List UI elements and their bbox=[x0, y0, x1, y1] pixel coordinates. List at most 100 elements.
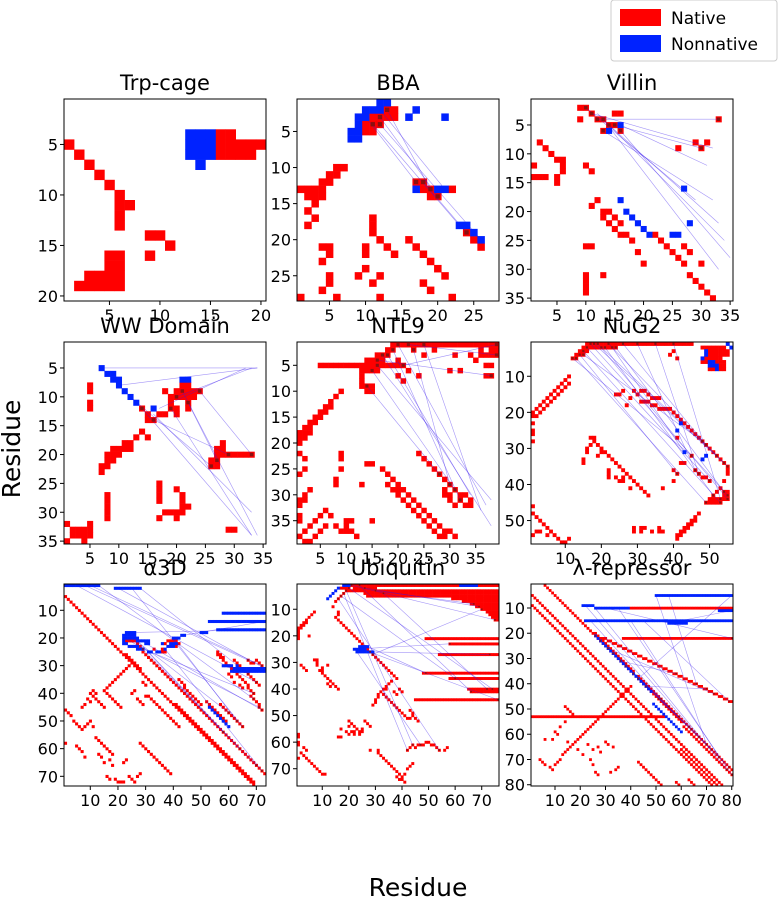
native-contact-cell bbox=[599, 342, 604, 346]
native-contact-cell bbox=[405, 492, 412, 498]
native-contact-cell bbox=[104, 503, 111, 510]
native-contact-cell bbox=[88, 719, 92, 723]
native-contact-cell bbox=[135, 697, 140, 701]
native-contact-cell bbox=[485, 677, 489, 680]
native-contact-cell bbox=[543, 606, 547, 610]
native-contact-cell bbox=[144, 417, 151, 424]
native-contact-cell bbox=[395, 492, 401, 498]
native-contact-cell bbox=[235, 744, 239, 748]
native-contact-cell bbox=[221, 705, 225, 709]
nonnative-contact-cell bbox=[363, 647, 367, 651]
nonnative-contact-cell bbox=[690, 594, 693, 597]
native-contact-cell bbox=[596, 717, 600, 721]
native-contact-cell bbox=[543, 584, 547, 587]
native-contact-cell bbox=[459, 597, 463, 601]
native-contact-cell bbox=[542, 174, 549, 181]
nonnative-contact-cell bbox=[692, 619, 696, 623]
native-contact-cell bbox=[647, 685, 650, 688]
nonnative-contact-cell bbox=[616, 619, 620, 623]
native-contact-cell bbox=[408, 589, 412, 593]
native-contact-cell bbox=[113, 678, 117, 682]
nonnative-contact-cell bbox=[135, 639, 140, 643]
native-contact-cell bbox=[634, 606, 638, 610]
nonnative-contact-cell bbox=[124, 642, 128, 646]
native-contact-cell bbox=[119, 780, 123, 784]
native-contact-cell bbox=[432, 584, 436, 587]
native-contact-cell bbox=[710, 753, 714, 756]
nonnative-contact-cell bbox=[363, 650, 367, 654]
transition-line bbox=[379, 116, 438, 197]
native-contact-cell bbox=[225, 526, 232, 533]
native-contact-cell bbox=[725, 489, 730, 494]
native-contact-cell bbox=[232, 716, 236, 720]
native-contact-cell bbox=[657, 720, 661, 724]
native-contact-cell bbox=[312, 518, 319, 524]
native-contact-cell bbox=[408, 584, 412, 587]
nonnative-contact-cell bbox=[621, 606, 625, 610]
nonnative-contact-cell bbox=[352, 647, 356, 651]
native-contact-cell bbox=[392, 703, 396, 707]
native-contact-cell bbox=[130, 691, 134, 695]
nonnative-contact-cell bbox=[216, 619, 220, 624]
native-contact-cell bbox=[577, 116, 584, 123]
nonnative-contact-cell bbox=[130, 633, 134, 637]
native-contact-cell bbox=[707, 345, 712, 350]
native-contact-cell bbox=[660, 529, 665, 534]
native-contact-cell bbox=[299, 623, 303, 627]
x-tick-label: 20 bbox=[388, 549, 408, 568]
nonnative-contact-cell bbox=[246, 669, 250, 673]
native-contact-cell bbox=[353, 533, 360, 540]
transition-line bbox=[602, 130, 713, 201]
native-contact-cell bbox=[174, 644, 178, 648]
native-contact-cell bbox=[297, 626, 300, 630]
native-contact-cell bbox=[252, 678, 256, 682]
native-contact-cell bbox=[626, 649, 630, 653]
nonnative-contact-cell bbox=[366, 650, 370, 654]
native-contact-cell bbox=[453, 589, 457, 593]
overlap-contact-cell bbox=[677, 715, 680, 718]
native-contact-cell bbox=[477, 687, 481, 691]
native-contact-cell bbox=[376, 589, 380, 593]
native-contact-cell bbox=[578, 735, 582, 739]
native-contact-cell bbox=[584, 730, 587, 734]
nonnative-contact-cell bbox=[254, 669, 258, 673]
native-contact-cell bbox=[604, 710, 608, 714]
native-contact-cell bbox=[360, 584, 364, 587]
native-contact-cell bbox=[678, 529, 683, 534]
y-tick-label: 80 bbox=[505, 776, 525, 795]
native-contact-cell bbox=[437, 591, 441, 595]
native-contact-cell bbox=[589, 652, 592, 655]
native-contact-cell bbox=[246, 683, 250, 687]
native-contact-cell bbox=[586, 727, 590, 731]
native-contact-cell bbox=[257, 683, 261, 687]
native-contact-cell bbox=[304, 221, 312, 230]
native-contact-cell bbox=[387, 589, 391, 593]
y-axis-label: Residue bbox=[0, 400, 26, 499]
native-contact-cell bbox=[617, 392, 622, 397]
native-contact-cell bbox=[496, 597, 500, 601]
overlap-contact-cell bbox=[249, 452, 254, 457]
native-contact-cell bbox=[66, 711, 70, 715]
native-contact-cell bbox=[452, 352, 458, 358]
nonnative-contact-cell bbox=[127, 586, 131, 590]
native-contact-cell bbox=[611, 214, 618, 221]
native-contact-cell bbox=[456, 642, 460, 646]
native-contact-cell bbox=[718, 457, 723, 462]
native-contact-cell bbox=[442, 533, 448, 540]
native-contact-cell bbox=[491, 597, 494, 601]
nonnative-contact-cell bbox=[730, 594, 734, 597]
overlap-contact-cell bbox=[222, 731, 224, 733]
native-contact-cell bbox=[318, 178, 327, 186]
native-contact-cell bbox=[702, 745, 706, 749]
native-contact-cell bbox=[621, 637, 625, 640]
transition-line bbox=[586, 347, 710, 482]
native-contact-cell bbox=[642, 657, 645, 661]
native-contact-cell bbox=[491, 599, 494, 603]
native-contact-cell bbox=[722, 479, 727, 483]
overlap-contact-cell bbox=[261, 769, 263, 772]
nonnative-contact-cell bbox=[619, 606, 623, 610]
native-contact-cell bbox=[695, 768, 698, 772]
native-contact-cell bbox=[616, 765, 620, 769]
native-contact-cell bbox=[554, 179, 561, 186]
native-contact-cell bbox=[472, 642, 476, 646]
